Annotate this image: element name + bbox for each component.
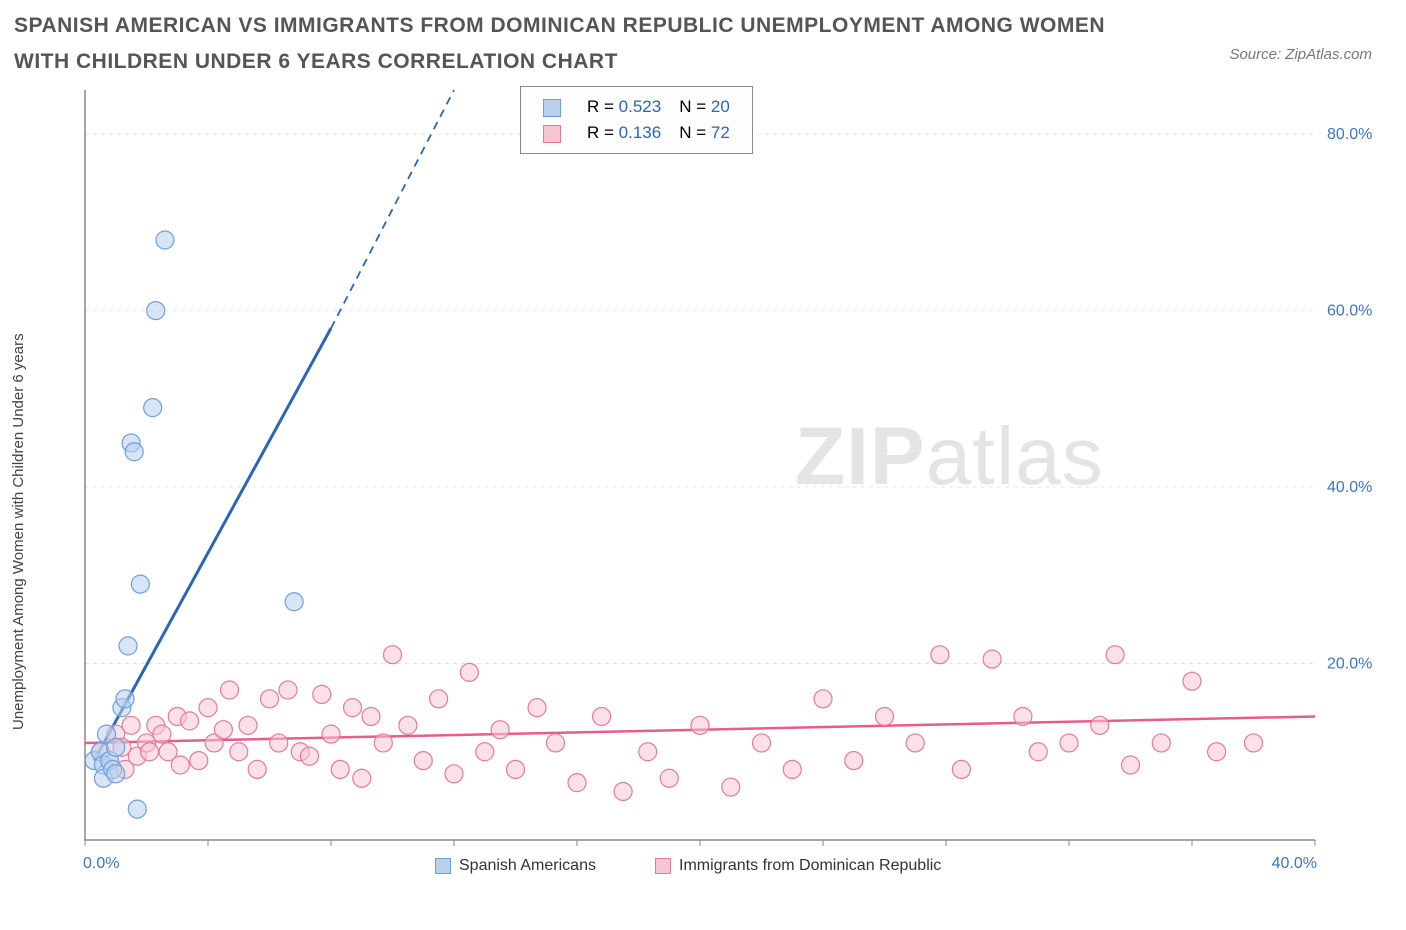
- swatch-series-a-icon: [435, 858, 451, 874]
- stats-row-series-b: R = 0.136 N = 72: [535, 121, 738, 145]
- svg-text:40.0%: 40.0%: [1272, 855, 1317, 872]
- stats-row-series-a: R = 0.523 N = 20: [535, 95, 738, 119]
- watermark: ZIPatlas: [795, 410, 1104, 504]
- n-label: N =: [679, 97, 706, 116]
- stats-legend-table: R = 0.523 N = 20 R = 0.136 N = 72: [533, 93, 740, 147]
- r-label: R =: [587, 123, 614, 142]
- svg-text:40.0%: 40.0%: [1327, 479, 1372, 496]
- bottom-legend-series-b: Immigrants from Dominican Republic: [655, 857, 941, 875]
- svg-text:80.0%: 80.0%: [1327, 126, 1372, 143]
- series-a-label: Spanish Americans: [459, 857, 596, 874]
- chart-svg: 20.0% 40.0% 60.0% 80.0% 0.0% 40.0%: [75, 80, 1385, 880]
- watermark-zip: ZIP: [795, 411, 926, 502]
- n-label: N =: [679, 123, 706, 142]
- series-b-label: Immigrants from Dominican Republic: [679, 857, 941, 874]
- stats-legend-box: R = 0.523 N = 20 R = 0.136 N = 72: [520, 86, 753, 154]
- n-value-b: 72: [711, 123, 730, 142]
- chart-container: SPANISH AMERICAN VS IMMIGRANTS FROM DOMI…: [0, 0, 1406, 930]
- plot-area: 20.0% 40.0% 60.0% 80.0% 0.0% 40.0% ZIPatlas R…: [75, 80, 1385, 880]
- source-label: Source: ZipAtlas.com: [1229, 46, 1372, 63]
- swatch-series-b-icon: [655, 858, 671, 874]
- svg-text:0.0%: 0.0%: [83, 855, 119, 872]
- n-value-a: 20: [711, 97, 730, 116]
- swatch-series-b: [543, 125, 561, 143]
- r-label: R =: [587, 97, 614, 116]
- r-value-a: 0.523: [619, 97, 662, 116]
- chart-title: SPANISH AMERICAN VS IMMIGRANTS FROM DOMI…: [14, 8, 1114, 79]
- swatch-series-a: [543, 99, 561, 117]
- header: SPANISH AMERICAN VS IMMIGRANTS FROM DOMI…: [14, 8, 1392, 79]
- bottom-legend-series-a: Spanish Americans: [435, 857, 596, 875]
- r-value-b: 0.136: [619, 123, 662, 142]
- svg-text:20.0%: 20.0%: [1327, 656, 1372, 673]
- svg-text:60.0%: 60.0%: [1327, 303, 1372, 320]
- watermark-atlas: atlas: [926, 411, 1104, 502]
- y-axis-label: Unemployment Among Women with Children U…: [10, 333, 27, 730]
